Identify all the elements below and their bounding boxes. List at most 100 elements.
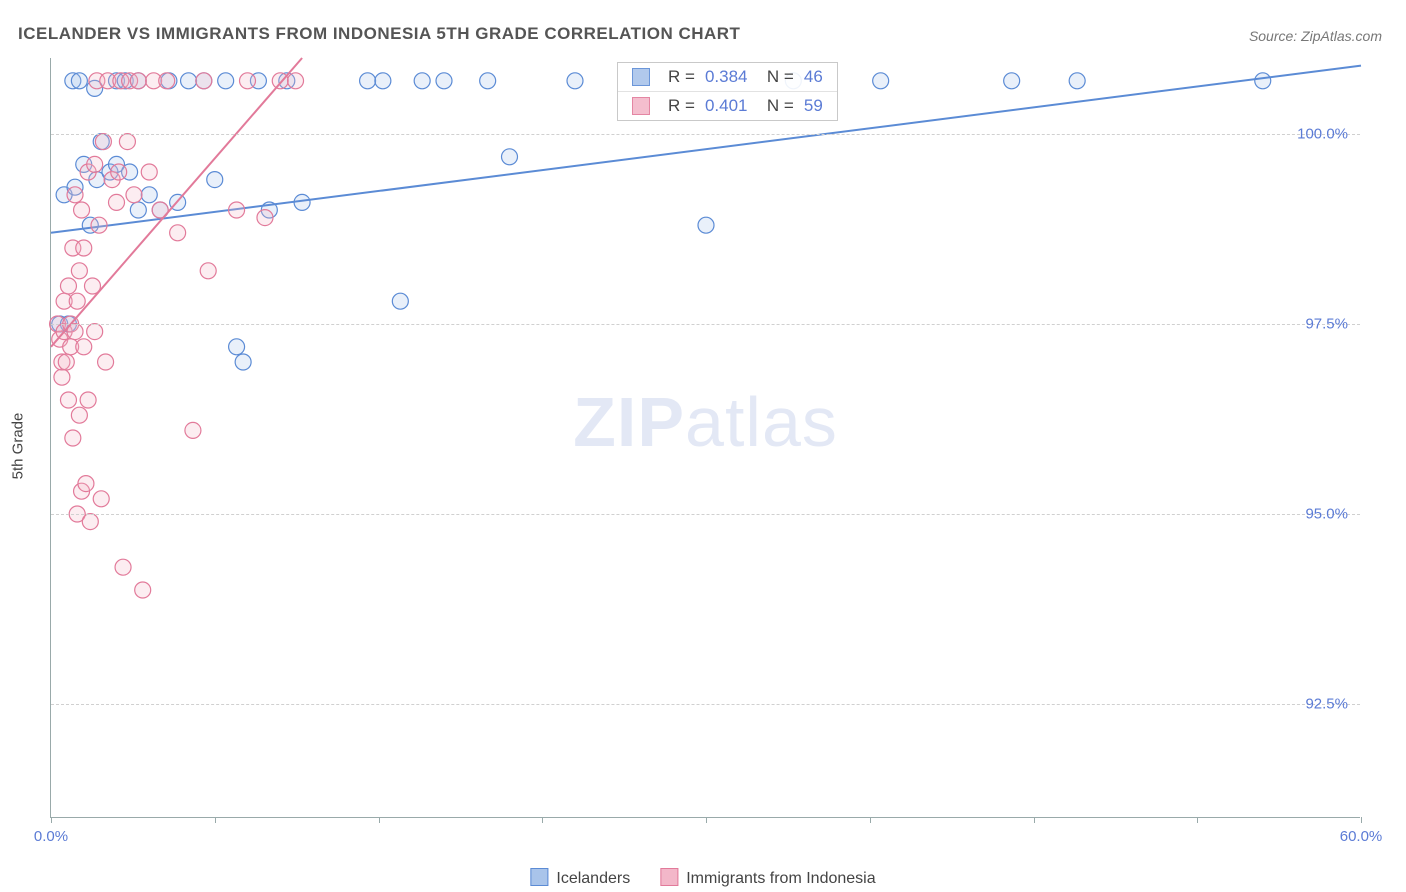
x-tick-mark xyxy=(706,817,707,823)
scatter-point xyxy=(1004,73,1020,89)
gridline xyxy=(51,704,1360,705)
scatter-point xyxy=(126,187,142,203)
scatter-point xyxy=(71,263,87,279)
scatter-point xyxy=(392,293,408,309)
gridline xyxy=(51,134,1360,135)
legend-item: Icelanders xyxy=(530,868,630,888)
legend-item: Immigrants from Indonesia xyxy=(660,868,875,888)
stats-box: R = 0.384 N = 46R = 0.401 N = 59 xyxy=(617,62,838,121)
scatter-point xyxy=(170,225,186,241)
scatter-point xyxy=(71,73,87,89)
x-tick-mark xyxy=(51,817,52,823)
x-tick-mark xyxy=(1034,817,1035,823)
stats-n-value: 59 xyxy=(804,96,823,116)
scatter-point xyxy=(76,339,92,355)
legend-swatch-icon xyxy=(632,97,650,115)
scatter-point xyxy=(229,202,245,218)
scatter-point xyxy=(93,491,109,507)
y-tick-label: 100.0% xyxy=(1297,126,1348,143)
stats-n-label: N = xyxy=(757,96,793,116)
scatter-point xyxy=(207,172,223,188)
x-tick-label-right: 60.0% xyxy=(1340,828,1383,845)
scatter-point xyxy=(76,240,92,256)
legend-bottom: Icelanders Immigrants from Indonesia xyxy=(530,868,875,888)
scatter-point xyxy=(67,187,83,203)
x-tick-mark xyxy=(379,817,380,823)
scatter-point xyxy=(235,354,251,370)
scatter-point xyxy=(375,73,391,89)
scatter-point xyxy=(58,354,74,370)
plot-area: ZIPatlas R =0.384 N =46R =0.401 N =59 92… xyxy=(50,58,1360,818)
scatter-point xyxy=(360,73,376,89)
legend-swatch-icon xyxy=(530,868,548,886)
scatter-point xyxy=(141,164,157,180)
scatter-point xyxy=(98,354,114,370)
stats-r-value: 0.384 xyxy=(705,67,748,87)
scatter-point xyxy=(60,278,76,294)
stats-row: R = 0.384 N = 46 xyxy=(618,63,837,91)
scatter-point xyxy=(218,73,234,89)
stats-row: R =0.401 N =59 xyxy=(618,91,837,120)
scatter-point xyxy=(65,430,81,446)
scatter-point xyxy=(436,73,452,89)
scatter-point xyxy=(288,73,304,89)
scatter-point xyxy=(115,559,131,575)
scatter-point xyxy=(130,202,146,218)
scatter-point xyxy=(480,73,496,89)
stats-n-value: 46 xyxy=(804,67,823,87)
scatter-point xyxy=(74,202,90,218)
gridline xyxy=(51,324,1360,325)
scatter-point xyxy=(119,134,135,150)
scatter-point xyxy=(159,73,175,89)
scatter-point xyxy=(196,73,212,89)
y-axis-label: 5th Grade xyxy=(10,413,27,480)
scatter-point xyxy=(80,392,96,408)
scatter-point xyxy=(135,582,151,598)
scatter-point xyxy=(111,164,127,180)
y-tick-label: 92.5% xyxy=(1305,696,1348,713)
x-tick-mark xyxy=(1361,817,1362,823)
scatter-point xyxy=(1069,73,1085,89)
scatter-point xyxy=(185,422,201,438)
stats-n-label: N = xyxy=(757,67,793,87)
gridline xyxy=(51,514,1360,515)
source-label: Source: ZipAtlas.com xyxy=(1249,28,1382,44)
scatter-point xyxy=(95,134,111,150)
scatter-point xyxy=(54,369,70,385)
scatter-point xyxy=(1255,73,1271,89)
x-tick-mark xyxy=(542,817,543,823)
scatter-point xyxy=(698,217,714,233)
trend-line xyxy=(51,58,302,347)
scatter-point xyxy=(414,73,430,89)
scatter-point xyxy=(109,194,125,210)
scatter-point xyxy=(91,217,107,233)
stats-r-value: 0.401 xyxy=(705,96,748,116)
legend-swatch-icon xyxy=(632,68,650,86)
x-tick-label-left: 0.0% xyxy=(34,828,68,845)
scatter-point xyxy=(240,73,256,89)
x-tick-mark xyxy=(215,817,216,823)
x-tick-mark xyxy=(870,817,871,823)
y-tick-label: 95.0% xyxy=(1305,506,1348,523)
scatter-point xyxy=(87,156,103,172)
scatter-point xyxy=(69,293,85,309)
legend-label: Immigrants from Indonesia xyxy=(686,870,875,887)
scatter-point xyxy=(257,210,273,226)
legend-label: Icelanders xyxy=(556,870,630,887)
chart-title: ICELANDER VS IMMIGRANTS FROM INDONESIA 5… xyxy=(18,24,740,44)
scatter-point xyxy=(200,263,216,279)
scatter-point xyxy=(130,73,146,89)
scatter-point xyxy=(71,407,87,423)
scatter-point xyxy=(181,73,197,89)
scatter-point xyxy=(229,339,245,355)
y-tick-label: 97.5% xyxy=(1305,316,1348,333)
scatter-point xyxy=(141,187,157,203)
legend-swatch-icon xyxy=(660,868,678,886)
scatter-point xyxy=(82,514,98,530)
stats-r-label: R = xyxy=(668,67,695,87)
scatter-point xyxy=(60,392,76,408)
scatter-point xyxy=(78,476,94,492)
x-tick-mark xyxy=(1197,817,1198,823)
scatter-point xyxy=(567,73,583,89)
scatter-point xyxy=(873,73,889,89)
